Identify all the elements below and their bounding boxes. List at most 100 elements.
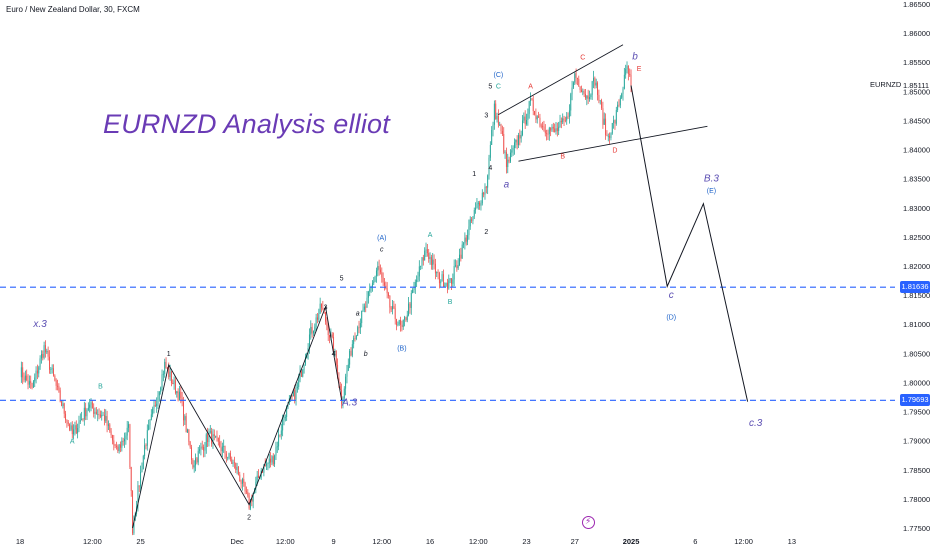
candle-body (504, 151, 506, 153)
candle-body (192, 459, 194, 468)
candle-body (618, 104, 620, 106)
y-tick-label: 1.80000 (903, 378, 930, 387)
candle-body (63, 403, 65, 414)
candle-body (461, 244, 463, 259)
candle-body (294, 390, 296, 400)
candle-body (318, 313, 320, 320)
candle-body (114, 444, 116, 447)
candle-body (98, 414, 100, 416)
candle-body (555, 128, 557, 132)
candle-body (229, 453, 231, 460)
candle-body (122, 440, 124, 442)
candle-body (515, 139, 517, 143)
candle-body (207, 434, 209, 442)
candle-body (505, 151, 507, 168)
candle-body (412, 289, 414, 294)
candle-body (497, 116, 499, 125)
candle-body (158, 392, 160, 396)
candle-body (275, 447, 277, 456)
candle-body (343, 388, 345, 399)
candle-body (272, 456, 274, 465)
candle-body (185, 416, 187, 433)
candle-body (90, 402, 92, 405)
candle-body (322, 307, 324, 310)
candle-body (547, 134, 549, 135)
candle-body (394, 308, 396, 319)
candle-body (428, 253, 430, 260)
lightning-icon[interactable]: ⚡ (582, 516, 595, 529)
candle-body (148, 425, 150, 431)
candle-body (441, 274, 443, 282)
candle-body (355, 335, 357, 339)
candle-body (386, 288, 388, 294)
candle-body (26, 375, 28, 381)
candle-body (311, 326, 313, 334)
ticker-label: EURNZD (870, 80, 902, 89)
candle-body (71, 425, 73, 435)
candle-body (459, 254, 460, 266)
wave-label: 5 (488, 83, 492, 90)
candle-body (534, 111, 536, 115)
candle-body (292, 390, 294, 397)
candle-body (149, 419, 151, 426)
candle-body (212, 434, 214, 444)
candle-body (528, 101, 530, 114)
candle-body (389, 295, 391, 308)
x-tick-label: 12:00 (372, 537, 391, 546)
candle-body (540, 125, 542, 127)
candle-body (554, 128, 556, 132)
candle-body (513, 142, 515, 148)
candle-body (213, 434, 215, 437)
candle-body (161, 374, 163, 388)
candle-body (173, 380, 175, 385)
candle-body (396, 318, 398, 326)
candle-body (512, 147, 514, 151)
candle-body (526, 120, 527, 125)
y-tick-label: 1.80500 (903, 349, 930, 358)
candle-body (256, 475, 258, 482)
candle-body (132, 490, 134, 534)
candle-body (444, 285, 446, 287)
x-tick-label: Dec (230, 537, 244, 546)
candle-body (327, 325, 329, 336)
candle-body (530, 98, 532, 102)
x-tick-label: 9 (331, 537, 335, 546)
candle-body (564, 120, 566, 122)
candle-body (365, 306, 367, 308)
candle-body (538, 116, 540, 118)
candle-body (585, 93, 586, 99)
candle-body (278, 434, 280, 447)
candle-body (331, 334, 333, 337)
candle-body (142, 456, 144, 470)
candle-body (255, 481, 257, 489)
wave-label: (B) (397, 345, 406, 352)
candle-body (472, 216, 474, 221)
candle-body (382, 277, 384, 283)
candle-body (583, 91, 585, 94)
candle-body (216, 435, 218, 438)
candle-body (377, 266, 379, 271)
x-tick-label: 25 (136, 537, 144, 546)
candle-body (430, 257, 432, 265)
candle-body (244, 482, 246, 492)
candle-body (146, 430, 148, 446)
wave-label: a (356, 310, 360, 317)
candle-body (276, 446, 278, 448)
candle-body (191, 447, 192, 460)
y-tick-label: 1.85500 (903, 58, 930, 67)
candle-body (519, 135, 521, 139)
candle-body (481, 192, 483, 204)
candle-body (34, 377, 36, 382)
candle-body (121, 440, 123, 448)
candle-body (153, 405, 155, 409)
last-price-label: 1.85111 (903, 81, 929, 90)
candle-body (176, 391, 178, 394)
candle-body (589, 97, 590, 100)
candle-body (626, 65, 628, 70)
candle-body (413, 287, 415, 290)
candle-body (579, 86, 581, 90)
candle-body (239, 474, 241, 482)
candle-body (409, 303, 411, 308)
candle-body (353, 338, 355, 345)
